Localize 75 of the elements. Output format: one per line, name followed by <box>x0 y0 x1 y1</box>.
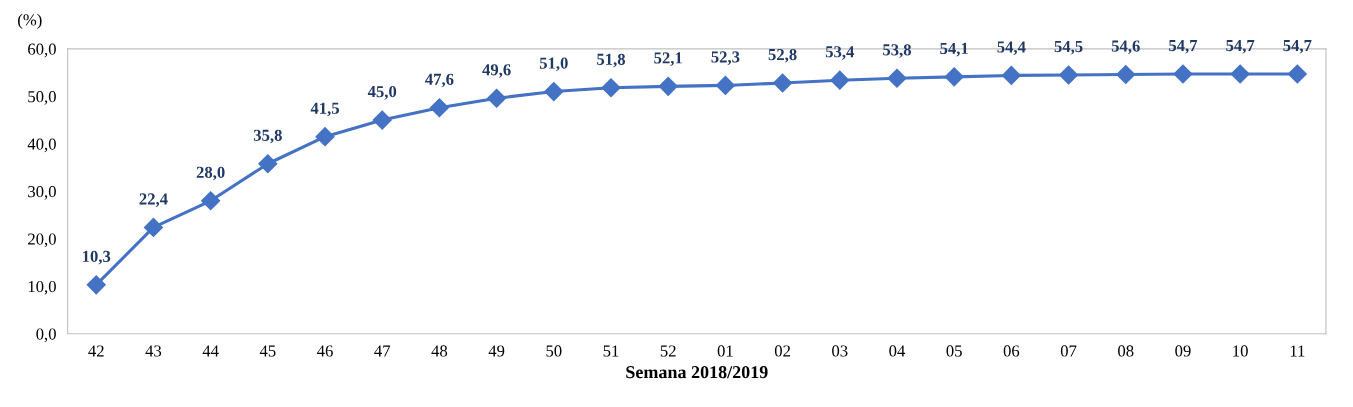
point <box>830 70 850 90</box>
x-tick-label: 05 <box>946 345 962 357</box>
point <box>429 98 449 118</box>
data-label: 22,4 <box>139 193 168 207</box>
point <box>1001 65 1021 85</box>
point <box>372 110 392 130</box>
data-label: 53,8 <box>883 44 912 58</box>
data-label: 51,0 <box>539 57 568 72</box>
point <box>1116 64 1136 85</box>
data-label: 52,1 <box>654 52 682 66</box>
data-label: 54,5 <box>1054 40 1083 55</box>
x-tick-label: 49 <box>488 345 505 357</box>
data-label: 35,8 <box>253 129 282 144</box>
point <box>1173 64 1193 84</box>
point <box>1059 65 1079 85</box>
y-tick-label: 0,0 <box>36 328 56 343</box>
x-tick-label: 02 <box>774 345 790 357</box>
data-label: 54,7 <box>1169 40 1198 54</box>
data-label: 54,6 <box>1111 40 1140 55</box>
data-label: 10,3 <box>83 250 111 265</box>
y-tick-label: 20,0 <box>28 233 56 248</box>
x-tick-label: 09 <box>1175 345 1191 357</box>
point <box>601 78 621 98</box>
data-label: 49,6 <box>482 64 511 78</box>
point <box>1230 64 1250 84</box>
y-axis-title: (%) <box>18 13 42 29</box>
x-tick-label: 52 <box>660 345 676 357</box>
x-tick-label: 45 <box>259 345 276 357</box>
point <box>258 154 278 174</box>
point <box>86 275 106 295</box>
data-label: 54,7 <box>1283 40 1312 54</box>
data-label: 53,4 <box>825 46 855 60</box>
y-tick-label: 30,0 <box>28 185 56 200</box>
x-tick-label: 44 <box>202 345 219 357</box>
point <box>887 68 907 88</box>
x-tick-label: 08 <box>1118 345 1134 357</box>
point <box>1287 64 1307 84</box>
point <box>544 82 564 102</box>
x-tick-label: 07 <box>1060 345 1077 357</box>
x-tick-label: 06 <box>1003 345 1020 357</box>
data-label: 54,1 <box>940 42 968 57</box>
x-tick-label: 48 <box>431 345 448 357</box>
data-label: 54,7 <box>1226 40 1255 54</box>
x-tick-label: 46 <box>317 345 333 357</box>
data-label: 47,6 <box>425 73 454 88</box>
data-label: 51,8 <box>597 53 626 68</box>
x-tick-label: 11 <box>1290 345 1305 357</box>
y-tick-label: 10,0 <box>28 280 56 295</box>
point <box>143 217 163 237</box>
data-label: 28,0 <box>196 166 225 181</box>
x-tick-label: 42 <box>88 345 104 357</box>
point <box>315 127 335 147</box>
y-tick-label: 40,0 <box>27 138 56 153</box>
x-tick-label: 43 <box>145 345 162 357</box>
data-label: 52,8 <box>768 48 797 63</box>
x-tick-label: 04 <box>889 345 906 357</box>
data-label: 54,4 <box>997 41 1026 56</box>
data-label: 45,0 <box>367 85 397 100</box>
point <box>487 88 507 108</box>
x-tick-label: 50 <box>546 345 562 357</box>
point <box>201 191 221 211</box>
data-label: 41,5 <box>310 102 339 117</box>
x-tick-label: 03 <box>832 345 848 357</box>
x-tick-label: 10 <box>1233 345 1248 357</box>
x-axis-title: Semana 2018/2019 <box>626 366 768 379</box>
x-tick-label: 01 <box>717 345 733 357</box>
y-tick-label: 50,0 <box>28 91 56 105</box>
point <box>944 67 964 87</box>
x-tick-label: 47 <box>374 345 391 357</box>
data-label: 52,3 <box>711 51 740 65</box>
x-tick-label: 51 <box>603 345 619 357</box>
point <box>715 75 735 95</box>
point <box>658 76 678 96</box>
y-tick-label: 60,0 <box>28 43 56 58</box>
point <box>773 73 793 93</box>
